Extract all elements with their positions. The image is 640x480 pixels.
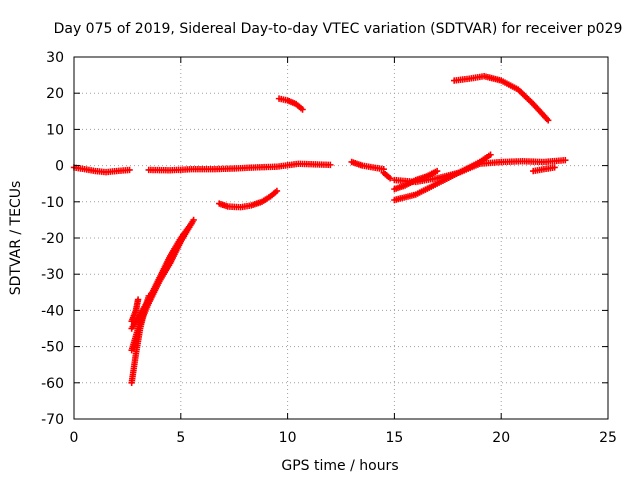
x-tick-label: 15 bbox=[385, 430, 403, 446]
x-tick-label: 20 bbox=[492, 430, 510, 446]
data-point bbox=[386, 175, 394, 182]
data-point bbox=[487, 151, 494, 158]
y-tick-label: 20 bbox=[46, 86, 64, 102]
data-point bbox=[299, 106, 306, 113]
y-axis-label: SDTVAR / TECUs bbox=[8, 181, 24, 296]
series-track-4 bbox=[380, 169, 394, 182]
data-point bbox=[190, 216, 197, 224]
y-tick-label: -20 bbox=[41, 231, 64, 247]
series-track-3 bbox=[348, 158, 387, 173]
series-track-7 bbox=[391, 151, 494, 204]
y-tick-label: -30 bbox=[41, 267, 64, 283]
y-tick-label: 30 bbox=[46, 50, 64, 66]
series-track-15 bbox=[128, 296, 142, 325]
data-points bbox=[70, 72, 569, 386]
y-tick-label: -50 bbox=[41, 340, 64, 356]
data-point bbox=[188, 220, 195, 227]
plot-frame bbox=[73, 56, 609, 420]
series-track-2 bbox=[145, 160, 334, 174]
ticks: 0 5 10 15 20 25 -70 -60 -50 -40 -30 -20 -10 0 10 20 30 bbox=[41, 50, 617, 446]
data-point bbox=[433, 167, 441, 175]
x-tick-label: 25 bbox=[599, 430, 617, 446]
series-track-8 bbox=[530, 164, 558, 175]
data-point bbox=[126, 166, 133, 174]
series-track-6 bbox=[391, 167, 441, 193]
data-point bbox=[562, 156, 569, 164]
data-point bbox=[551, 164, 558, 171]
series-track-10 bbox=[275, 95, 306, 113]
data-point bbox=[327, 161, 334, 169]
y-tick-label: -70 bbox=[41, 412, 64, 428]
x-axis-label: GPS time / hours bbox=[281, 458, 398, 474]
series-track-14 bbox=[128, 220, 195, 332]
x-tick-label: 0 bbox=[70, 430, 79, 446]
x-tick-label: 5 bbox=[176, 430, 185, 446]
series-track-9 bbox=[216, 187, 281, 211]
series-track-11 bbox=[451, 72, 552, 124]
y-tick-label: -60 bbox=[41, 376, 64, 392]
y-tick-label: 10 bbox=[46, 122, 64, 138]
x-tick-label: 10 bbox=[279, 430, 297, 446]
data-point bbox=[134, 296, 142, 303]
y-tick-label: 0 bbox=[55, 159, 64, 175]
y-tick-label: -10 bbox=[41, 195, 64, 211]
y-tick-label: -40 bbox=[41, 303, 64, 319]
data-point bbox=[273, 187, 281, 195]
chart-title: Day 075 of 2019, Sidereal Day-to-day VTE… bbox=[54, 21, 623, 37]
data-point bbox=[544, 117, 552, 124]
